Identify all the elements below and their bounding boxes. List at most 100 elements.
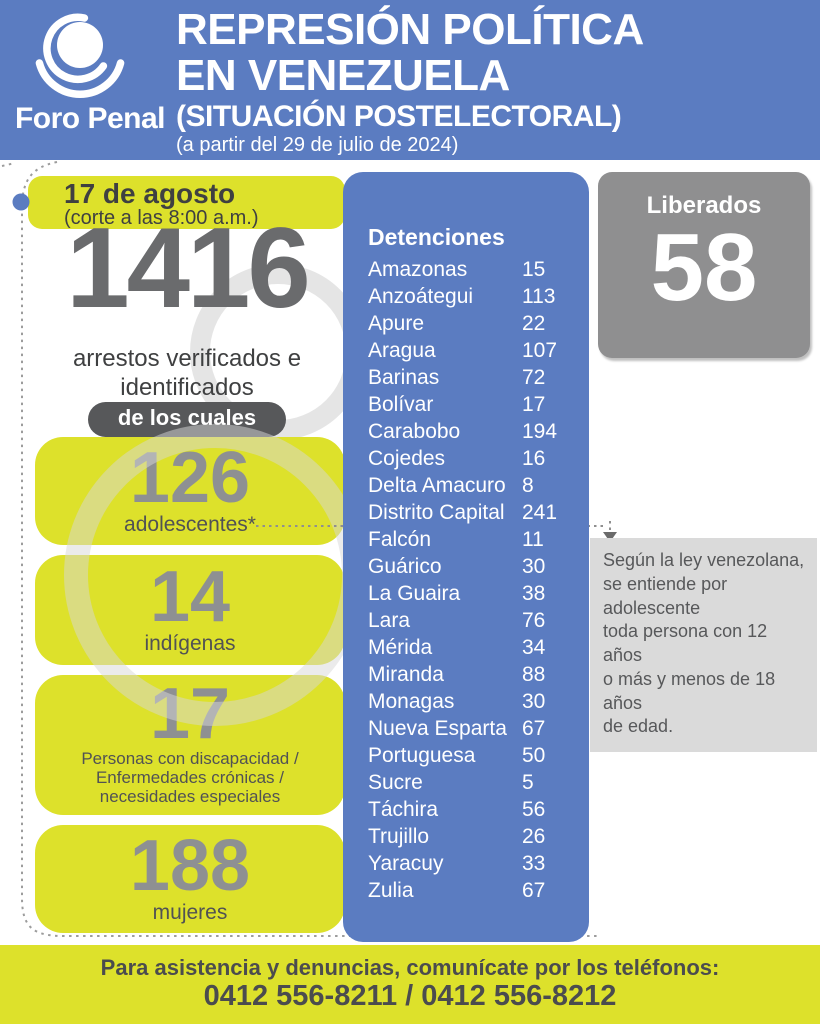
logo-wordmark: Foro Penal: [14, 102, 166, 135]
note-line: de edad.: [603, 716, 674, 737]
detention-state: Delta Amacuro: [368, 473, 506, 497]
detention-state: Amazonas: [368, 257, 468, 281]
stat-box: 126 adolescentes*: [35, 437, 345, 545]
detention-row: Bolívar 17: [368, 391, 577, 418]
detentions-panel: Detenciones Amazonas 15 Anzoátegui 113 A…: [343, 172, 589, 942]
detention-count: 30: [522, 689, 546, 713]
footer-help-text: Para asistencia y denuncias, comunícate …: [100, 955, 720, 980]
detention-count: 34: [522, 635, 546, 659]
detention-count: 67: [522, 878, 546, 902]
stat-box: 188 mujeres: [35, 825, 345, 933]
detention-state: Anzoátegui: [368, 284, 474, 308]
detention-row: Táchira 56: [368, 796, 577, 823]
note-line: Según la ley venezolana,: [603, 550, 805, 570]
detention-row: Yaracuy 33: [368, 850, 577, 877]
released-label: Liberados: [646, 192, 762, 219]
detention-row: Delta Amacuro 8: [368, 472, 577, 499]
footer-banner: Para asistencia y denuncias, comunícate …: [0, 945, 820, 1024]
detention-count: 194: [522, 419, 558, 443]
detention-row: Mérida 34: [368, 634, 577, 661]
detention-count: 30: [522, 554, 546, 578]
foro-penal-logo-icon: [18, 12, 148, 104]
detention-state: Lara: [368, 608, 411, 632]
adolescent-note: Según la ley venezolana, se entiende por…: [590, 538, 817, 752]
stat-label: indígenas: [144, 631, 236, 655]
detention-count: 5: [522, 770, 534, 794]
stats-column: 126 adolescentes* 14 indígenas 17 Person…: [35, 437, 345, 933]
detention-count: 67: [522, 716, 546, 740]
released-box: Liberados 58: [598, 172, 810, 358]
stat-label: adolescentes*: [124, 512, 256, 536]
detention-state: La Guaira: [368, 581, 461, 605]
detention-row: Anzoátegui 113: [368, 283, 577, 310]
detention-count: 22: [522, 311, 546, 335]
detention-row: Trujillo 26: [368, 823, 577, 850]
stat-value: 188: [129, 826, 251, 907]
detention-state: Aragua: [368, 338, 436, 362]
detention-row: Sucre 5: [368, 769, 577, 796]
stat-label: Personas con discapacidad / Enfermedades…: [81, 749, 299, 807]
detention-count: 76: [522, 608, 546, 632]
detention-count: 16: [522, 446, 546, 470]
detention-count: 88: [522, 662, 546, 686]
page-date-range: (a partir del 29 de julio de 2024): [176, 133, 459, 156]
detention-row: Carabobo 194: [368, 418, 577, 445]
page-title-line2: EN VENEZUELA: [176, 50, 510, 100]
stat-value: 126: [129, 438, 251, 519]
detention-count: 50: [522, 743, 546, 767]
stat-box: 14 indígenas: [35, 555, 345, 665]
stat-label: mujeres: [152, 900, 228, 924]
detention-count: 113: [522, 284, 556, 308]
detention-row: Lara 76: [368, 607, 577, 634]
detention-row: Nueva Esparta 67: [368, 715, 577, 742]
detention-state: Bolívar: [368, 392, 434, 416]
detention-row: Monagas 30: [368, 688, 577, 715]
detention-row: Falcón 11: [368, 526, 577, 553]
page-title-line1: REPRESIÓN POLÍTICA: [176, 5, 644, 54]
detention-row: Aragua 107: [368, 337, 577, 364]
detention-row: Apure 22: [368, 310, 577, 337]
detention-state: Zulia: [368, 878, 414, 902]
detention-count: 107: [522, 338, 558, 362]
note-line: toda persona con 12 años: [603, 621, 768, 665]
detention-row: Guárico 30: [368, 553, 577, 580]
detention-state: Falcón: [368, 527, 432, 551]
detention-row: Portuguesa 50: [368, 742, 577, 769]
detention-state: Portuguesa: [368, 743, 476, 767]
detentions-list: Amazonas 15 Anzoátegui 113 Apure 22 Arag…: [368, 256, 577, 904]
stat-value: 14: [149, 557, 231, 638]
detention-count: 26: [522, 824, 546, 848]
detention-state: Cojedes: [368, 446, 446, 470]
detention-count: 15: [522, 257, 546, 281]
stat-value: 17: [149, 673, 231, 754]
detention-count: 241: [522, 500, 558, 524]
detention-state: Distrito Capital: [368, 500, 505, 524]
detention-state: Táchira: [368, 797, 439, 821]
detention-state: Yaracuy: [368, 851, 444, 875]
detention-count: 11: [522, 527, 544, 551]
total-arrests-label: arrestos verificados e identificados: [72, 345, 302, 402]
detention-state: Carabobo: [368, 419, 461, 443]
detention-row: Distrito Capital 241: [368, 499, 577, 526]
footer-phone-numbers: 0412 556-8211 / 0412 556-8212: [203, 980, 617, 1012]
detentions-title: Detenciones: [368, 224, 505, 250]
detention-count: 17: [522, 392, 546, 416]
detention-state: Guárico: [368, 554, 442, 578]
detention-state: Barinas: [368, 365, 440, 389]
stat-box: 17 Personas con discapacidad / Enfermeda…: [35, 675, 345, 815]
detention-row: La Guaira 38: [368, 580, 577, 607]
detention-row: Miranda 88: [368, 661, 577, 688]
note-line: o más y menos de 18 años: [603, 668, 776, 713]
released-value: 58: [650, 214, 758, 321]
breakdown-intro: de los cuales: [28, 402, 346, 437]
detention-state: Trujillo: [368, 824, 430, 848]
detention-row: Cojedes 16: [368, 445, 577, 472]
detention-count: 38: [522, 581, 546, 605]
detention-state: Nueva Esparta: [368, 716, 507, 740]
title-block: REPRESIÓN POLÍTICA EN VENEZUELA (SITUACI…: [176, 7, 644, 157]
detention-count: 8: [522, 473, 534, 497]
breakdown-intro-pill: de los cuales: [87, 402, 287, 437]
detention-count: 56: [522, 797, 546, 821]
report-date: 17 de agosto: [64, 178, 236, 209]
detention-row: Amazonas 15: [368, 256, 577, 283]
